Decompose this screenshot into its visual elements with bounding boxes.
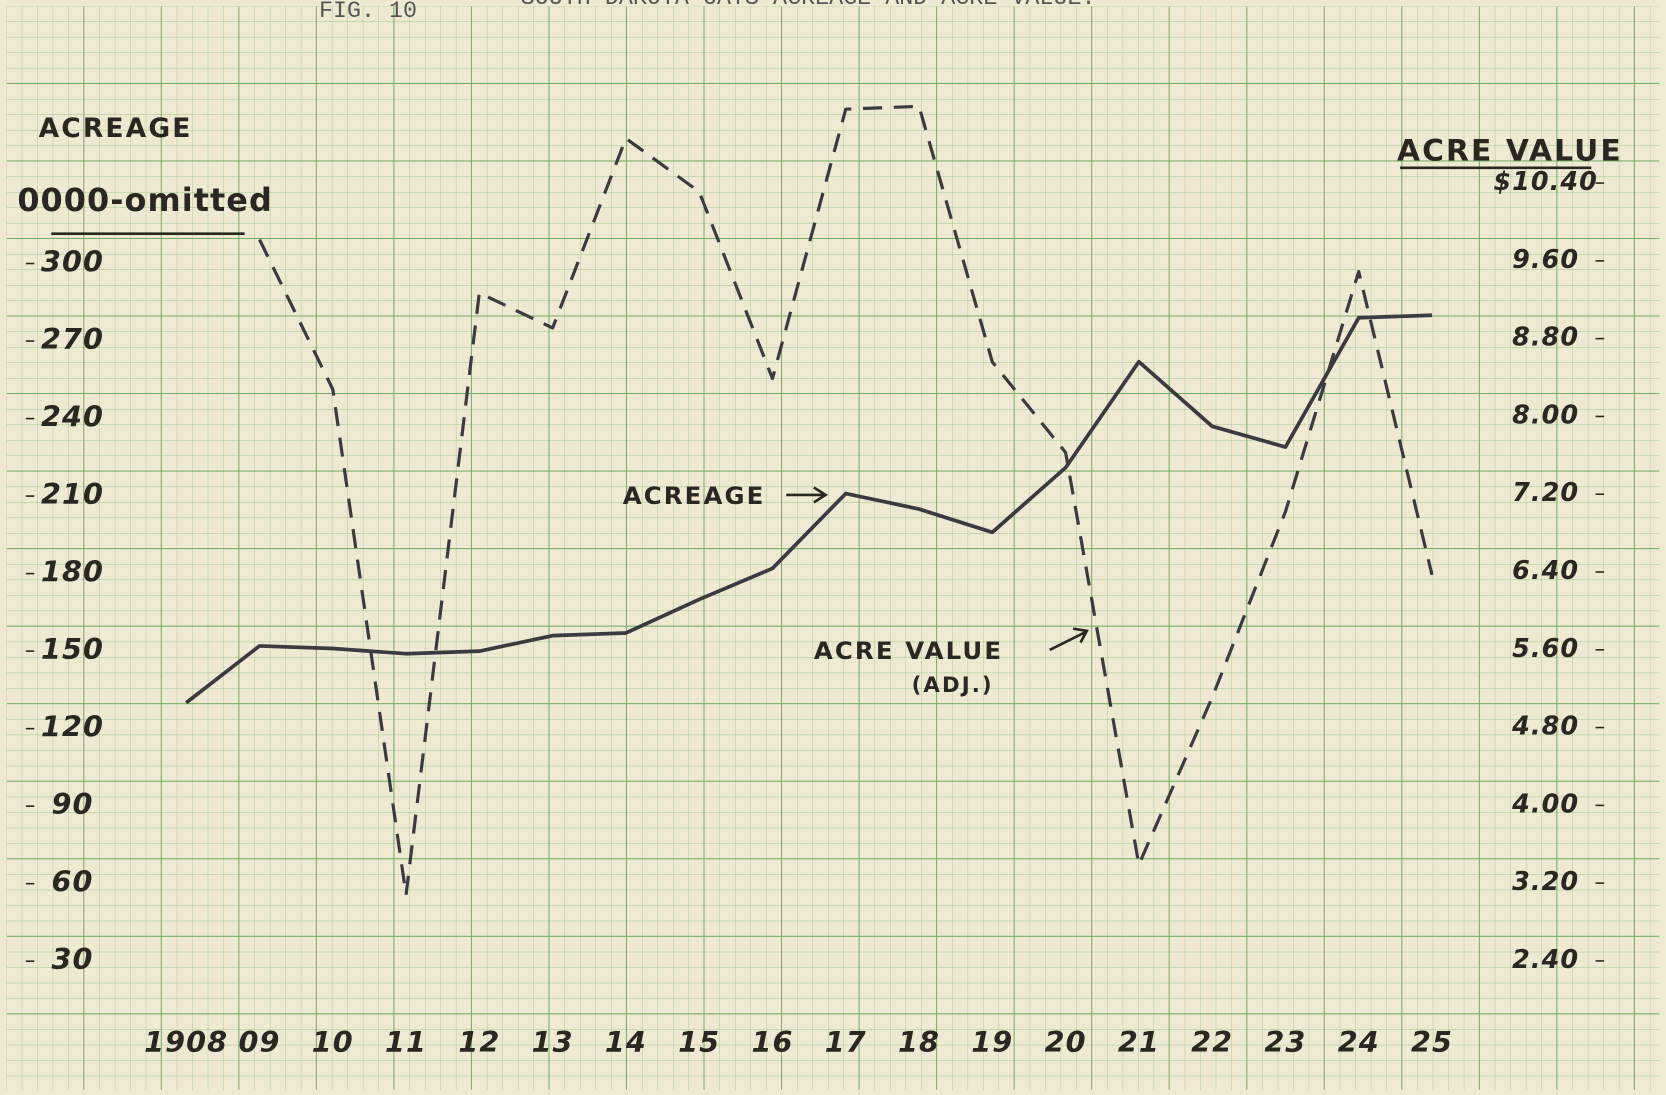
x-tick-label: 16 xyxy=(751,1025,793,1059)
x-tick-label: 1908 xyxy=(144,1025,228,1059)
x-tick-label: 19 xyxy=(971,1025,1013,1059)
y-tick-label: 210 xyxy=(41,477,104,511)
acreage-annotation: ACREAGE xyxy=(623,481,766,510)
y2-tick-label: 4.80 xyxy=(1511,712,1579,742)
y-axis-note: 0000-omitted xyxy=(17,181,273,219)
y-tick-label: 300 xyxy=(41,245,104,279)
y-tick-label: 180 xyxy=(41,555,104,589)
x-tick-label: 21 xyxy=(1118,1025,1160,1059)
chart-title: SOUTH DAKOTA OATS ACREAGE AND ACRE VALUE… xyxy=(521,0,1096,12)
y2-tick-label: 8.80 xyxy=(1512,323,1579,353)
x-tick-label: 17 xyxy=(825,1025,867,1059)
acre-value-note: (ADJ.) xyxy=(912,673,994,698)
x-tick-label: 12 xyxy=(458,1025,500,1059)
y-tick-label: 120 xyxy=(41,710,104,744)
x-tick-label: 18 xyxy=(898,1025,940,1059)
y2-tick-label: 6.40 xyxy=(1512,556,1579,586)
y2-tick-label: 9.60 xyxy=(1512,245,1579,275)
y-tick-label: 30 xyxy=(52,942,94,976)
x-tick-label: 15 xyxy=(678,1025,720,1059)
y2-tick-label: 7.20 xyxy=(1512,478,1579,508)
x-tick-label: 22 xyxy=(1191,1025,1233,1059)
x-tick-label: 25 xyxy=(1411,1025,1453,1059)
y-axis-label: ACREAGE xyxy=(39,113,193,144)
x-tick-label: 24 xyxy=(1338,1025,1380,1059)
x-tick-label: 14 xyxy=(605,1025,647,1059)
x-tick-label: 13 xyxy=(532,1025,574,1059)
figure-number: FIG. 10 xyxy=(319,0,417,25)
acre-value-annotation: ACRE VALUE xyxy=(814,636,1003,665)
y2-tick-label: 5.60 xyxy=(1512,634,1579,664)
y2-tick-label: 2.40 xyxy=(1512,945,1579,975)
y-tick-label: 60 xyxy=(52,865,94,899)
y2-tick-label: 4.00 xyxy=(1511,789,1579,819)
y-tick-label: 90 xyxy=(52,787,94,821)
y2-tick-label: $10.40 xyxy=(1493,167,1598,197)
x-tick-label: 23 xyxy=(1264,1025,1306,1059)
y2-tick-label: 3.20 xyxy=(1512,867,1579,897)
y-tick-label: 150 xyxy=(41,632,104,666)
y2-axis-label: ACRE VALUE xyxy=(1397,133,1623,168)
x-tick-label: 11 xyxy=(385,1025,427,1059)
x-tick-label: 09 xyxy=(238,1025,280,1059)
y-tick-label: 270 xyxy=(41,322,104,356)
y-tick-label: 240 xyxy=(41,400,104,434)
chart: FIG. 10 SOUTH DAKOTA OATS ACREAGE AND AC… xyxy=(0,0,1666,1095)
y2-tick-label: 8.00 xyxy=(1512,400,1579,430)
x-tick-label: 10 xyxy=(312,1025,354,1059)
x-tick-label: 20 xyxy=(1045,1025,1087,1059)
